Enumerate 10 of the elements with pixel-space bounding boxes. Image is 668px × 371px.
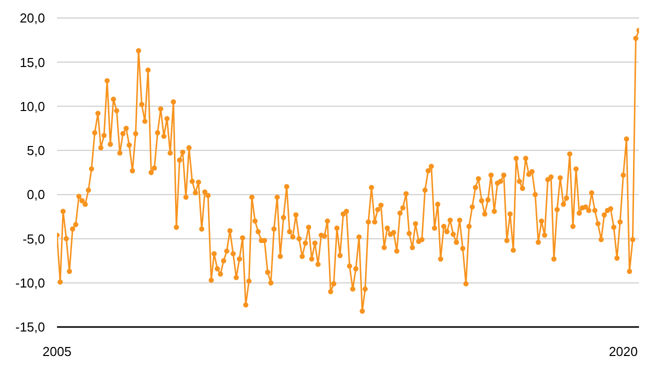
- x-tick-label: 2005: [42, 344, 72, 360]
- y-tick-label: 0,0: [26, 187, 45, 202]
- y-tick-label: -15,0: [15, 320, 45, 335]
- x-tick-label: 2020: [608, 344, 638, 360]
- y-tick-label: 5,0: [26, 143, 45, 158]
- y-tick-label: 20,0: [20, 10, 45, 26]
- y-tick-label: 10,0: [20, 98, 45, 114]
- y-tick-label: 15,0: [20, 54, 45, 70]
- y-tick-label: -10,0: [15, 275, 45, 290]
- y-tick-label: -5,0: [22, 231, 45, 246]
